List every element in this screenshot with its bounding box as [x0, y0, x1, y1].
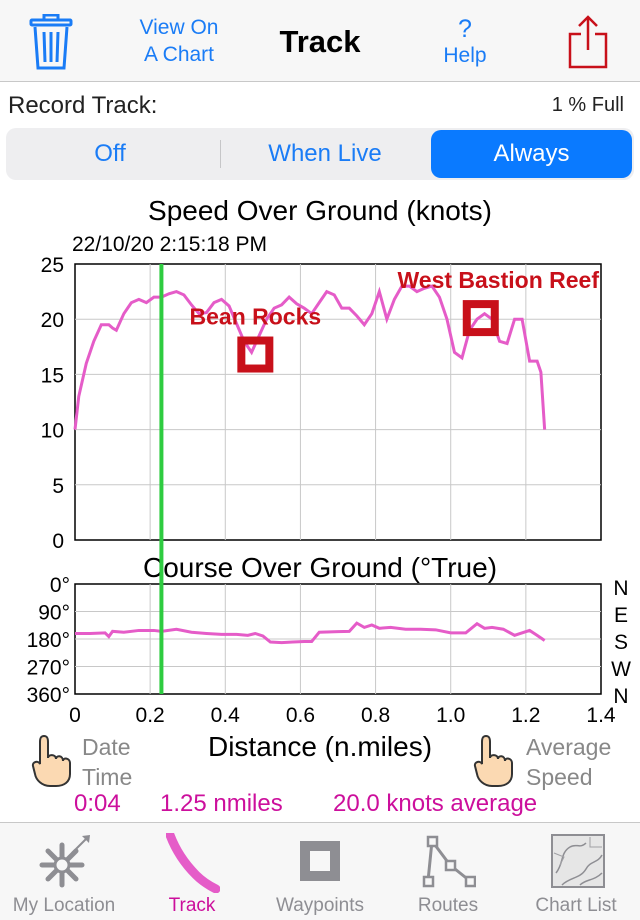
distance-tick-label: 0.8	[361, 704, 390, 727]
tab-waypoints[interactable]: Waypoints	[256, 823, 384, 920]
cog-y-tick-label: 0°	[50, 574, 70, 597]
cog-series-line	[75, 621, 546, 645]
tab-track[interactable]: Track	[128, 823, 256, 920]
record-track-row: Record Track: 1 % Full	[0, 84, 640, 124]
compass-label: S	[614, 631, 628, 654]
waypoint-marker[interactable]	[462, 300, 499, 337]
waypoint-marker[interactable]	[237, 336, 274, 373]
elapsed-time-stat: 0:04	[74, 790, 121, 817]
distance-tick-label: 1.2	[511, 704, 540, 727]
tab-routes[interactable]: Routes	[384, 823, 512, 920]
tab-my-location[interactable]: My Location	[0, 823, 128, 920]
average-speed-hint[interactable]: Average Speed	[526, 732, 611, 792]
record-track-segmented-control: Off When Live Always	[6, 128, 634, 180]
tab-label-track: Track	[168, 895, 216, 916]
distance-tick-label: 1.0	[436, 704, 465, 727]
tab-label-waypoints: Waypoints	[276, 895, 364, 916]
segment-when-live[interactable]: When Live	[268, 140, 382, 167]
tab-label-routes: Routes	[417, 895, 479, 916]
track-icon	[166, 833, 220, 893]
cog-x-ticks: 0 0.2 0.4 0.6 0.8 1.0 1.2 1.4	[69, 704, 616, 727]
storage-full-label: 1 % Full	[551, 94, 624, 116]
compass-label: E	[614, 604, 628, 627]
page-title: Track	[279, 24, 361, 59]
view-on-chart-button[interactable]: View On A Chart	[120, 14, 238, 68]
distance-stat: 1.25 nmiles	[160, 790, 283, 817]
distance-tick-label: 0.4	[211, 704, 241, 727]
cog-y-ticks: 0° 90° 180° 270° 360°	[27, 574, 70, 707]
sog-y-tick-label: 20	[41, 309, 64, 332]
sog-timestamp: 22/10/20 2:15:18 PM	[72, 233, 267, 256]
date-time-hint[interactable]: Date Time	[82, 732, 132, 792]
cog-y-tick-label: 90°	[38, 602, 70, 625]
sog-y-tick-label: 0	[52, 530, 64, 553]
share-icon[interactable]	[566, 14, 612, 70]
cog-y-tick-label: 180°	[27, 629, 70, 652]
distance-tick-label: 1.4	[586, 704, 616, 727]
waypoint-label: West Bastion Reef	[397, 267, 599, 293]
location-icon	[39, 835, 90, 888]
average-speed-stat: 20.0 knots average	[333, 790, 538, 817]
segment-always[interactable]: Always	[431, 130, 632, 178]
segment-divider	[220, 140, 221, 168]
record-track-label: Record Track:	[8, 92, 158, 119]
view-on-chart-line2: A Chart	[143, 43, 215, 66]
sog-y-ticks: 0 5 10 15 20 25	[41, 254, 64, 553]
trash-icon[interactable]	[28, 14, 74, 70]
sog-chart-title: Speed Over Ground (knots)	[148, 195, 492, 226]
sog-y-tick-label: 10	[41, 420, 64, 443]
waypoint-label: Bean Rocks	[190, 304, 322, 330]
cog-y-tick-label: 270°	[27, 657, 70, 680]
help-icon: ?	[458, 15, 472, 43]
tab-chart-list[interactable]: Chart List	[512, 823, 640, 920]
sog-plot-frame	[74, 263, 602, 541]
charts-svg[interactable]: Speed Over Ground (knots) 22/10/20 2:15:…	[0, 184, 640, 824]
distance-tick-label: 0	[69, 704, 81, 727]
track-charts[interactable]: Speed Over Ground (knots) 22/10/20 2:15:…	[0, 184, 640, 824]
compass-label: N	[613, 685, 628, 708]
cog-y-tick-label: 360°	[27, 684, 70, 707]
tab-label-chart-list: Chart List	[535, 895, 617, 916]
date-hint-line: Date	[82, 734, 131, 760]
right-hand-icon	[473, 734, 513, 787]
sog-annotations[interactable]: Bean Rocks West Bastion Reef	[190, 267, 600, 373]
tab-bar: My Location Track Waypoints Routes Chart…	[0, 822, 640, 920]
distance-tick-label: 0.6	[286, 704, 315, 727]
sog-grid	[75, 264, 601, 540]
view-on-chart-line1: View On	[139, 16, 219, 39]
average-hint-line: Average	[526, 734, 612, 760]
distance-axis-label: Distance (n.miles)	[208, 731, 432, 762]
time-hint-line: Time	[82, 764, 133, 790]
nav-bar: View On A Chart Track ? Help	[0, 0, 640, 82]
waypoints-icon	[300, 841, 340, 881]
cog-chart-title: Course Over Ground (°True)	[143, 552, 497, 583]
segment-off[interactable]: Off	[94, 140, 126, 167]
distance-tick-label: 0.2	[136, 704, 165, 727]
compass-label: N	[613, 577, 628, 600]
sog-y-tick-label: 5	[52, 475, 64, 498]
sog-y-tick-label: 25	[41, 254, 64, 277]
speed-hint-line: Speed	[526, 764, 593, 790]
left-hand-icon	[31, 734, 71, 787]
compass-label: W	[611, 658, 631, 681]
sog-y-tick-label: 15	[41, 364, 64, 387]
chart-list-icon	[551, 834, 605, 888]
help-label: Help	[443, 44, 487, 67]
help-button[interactable]: ? Help	[430, 16, 500, 69]
tab-label-my-location: My Location	[12, 895, 116, 916]
routes-icon	[422, 835, 476, 888]
